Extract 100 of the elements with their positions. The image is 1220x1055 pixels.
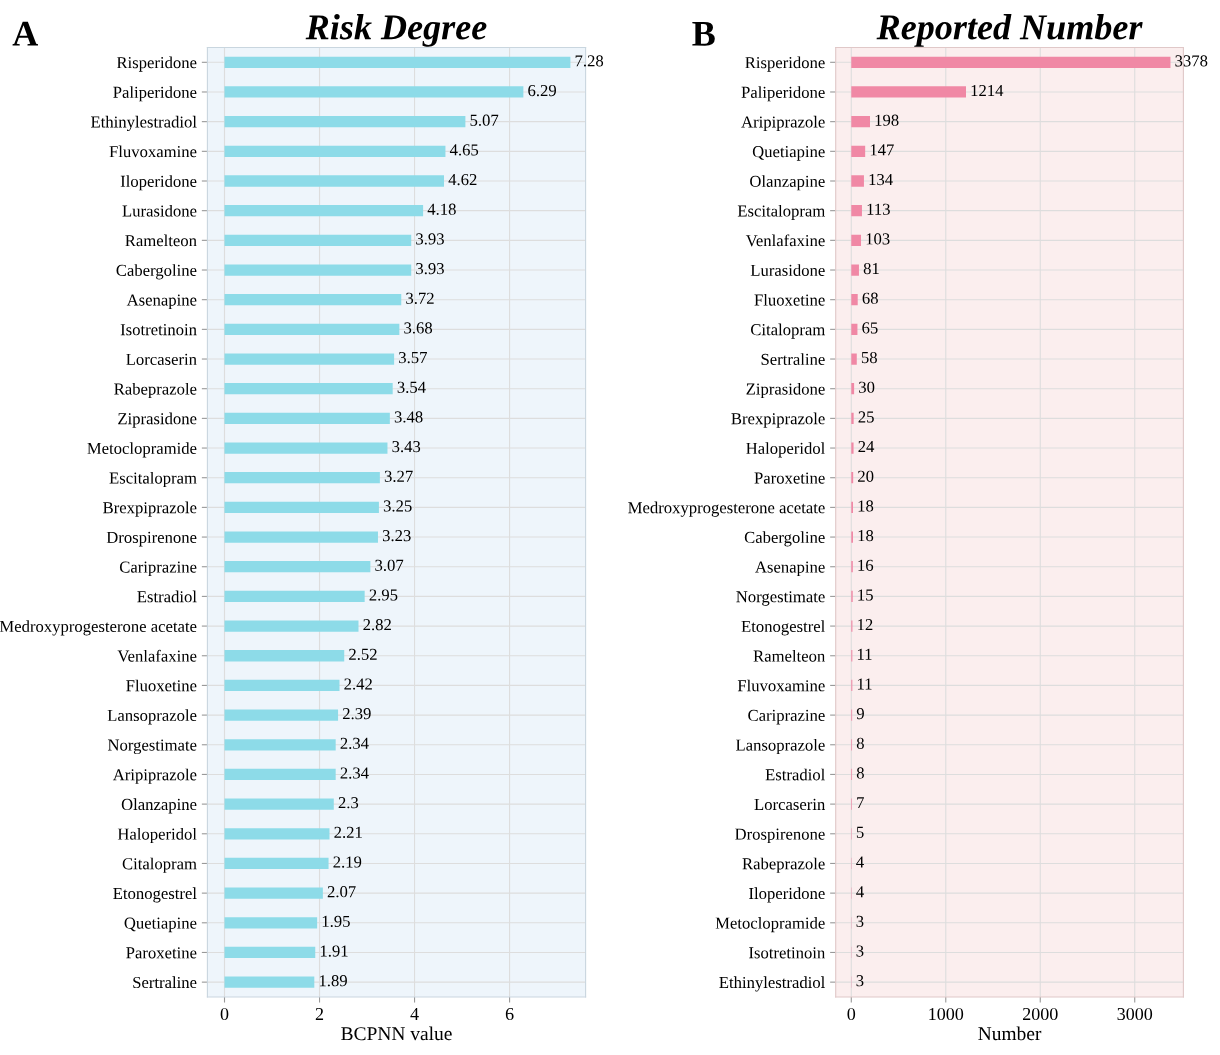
data-label: 2.95	[369, 589, 398, 601]
data-label: 30	[859, 381, 875, 393]
y-tick-label: Lurasidone	[122, 204, 197, 217]
y-tick-label: Fluoxetine	[754, 293, 825, 306]
data-label: 18	[858, 529, 874, 542]
y-tick-label: Lansoprazole	[735, 738, 825, 755]
bar	[224, 501, 379, 514]
data-label: 3	[856, 945, 864, 957]
bar	[851, 175, 864, 187]
y-tick-label: Rabeprazole	[114, 382, 197, 399]
data-label: 2.34	[340, 767, 369, 779]
y-tick-label: Sertraline	[133, 976, 197, 989]
bar	[224, 857, 329, 870]
text: B	[692, 21, 715, 46]
y-tick-label: Venlafaxine	[117, 649, 197, 662]
bar	[851, 145, 866, 157]
data-label: 4.18	[427, 203, 456, 215]
data-label: 3.27	[384, 470, 413, 482]
data-label: 2.42	[344, 678, 372, 690]
bar	[224, 798, 334, 810]
y-tick-label: Estradiol	[137, 590, 197, 603]
bar	[851, 442, 854, 454]
y-tick-label: Aripiprazole	[741, 115, 825, 131]
y-tick-label: Ramelteon	[125, 234, 197, 247]
data-label: 3.48	[394, 411, 423, 423]
y-tick-label: Asenapine	[126, 294, 197, 310]
y-tick-label: Iloperidone	[120, 175, 197, 191]
bar	[224, 472, 380, 484]
y-tick-label: Isotretinoin	[120, 324, 197, 336]
bar	[224, 887, 323, 899]
y-tick-label: Ziprasidone	[746, 382, 825, 399]
data-label: 6.29	[528, 84, 557, 97]
bar	[224, 768, 336, 781]
y-tick-label: Haloperidol	[746, 442, 825, 458]
y-tick-label: Etonogestrel	[113, 887, 197, 903]
y-tick-label: Lurasidone	[750, 264, 825, 276]
bar	[224, 383, 393, 395]
y-tick-label: Drospirenone	[106, 531, 197, 547]
data-label: 4.65	[449, 144, 479, 156]
y-tick-label: Fluvoxamine	[109, 145, 197, 158]
y-tick-label: Brexpiprazole	[731, 412, 825, 428]
data-label: 3.23	[382, 530, 411, 542]
bar	[851, 353, 857, 365]
data-label: 9	[856, 708, 864, 720]
bar	[224, 86, 524, 98]
bar	[224, 679, 340, 692]
x-tick-label: 0	[220, 1007, 229, 1021]
data-label: 2.82	[363, 619, 391, 631]
data-label: 1.89	[319, 975, 347, 987]
y-tick-label: Venlafaxine	[745, 234, 825, 247]
bar	[224, 976, 315, 988]
data-label: 65	[862, 322, 878, 334]
bar	[224, 175, 445, 187]
x-axis-title: Number	[978, 1026, 1042, 1041]
y-tick-label: Rabeprazole	[742, 857, 825, 873]
data-label: 113	[867, 203, 890, 215]
data-label: 58	[861, 351, 877, 364]
y-tick-label: Etonogestrel	[741, 620, 825, 636]
y-tick-label: Cabergoline	[116, 264, 197, 280]
bar	[224, 442, 388, 454]
data-label: 8	[856, 767, 864, 779]
bar	[224, 828, 330, 840]
bar	[851, 264, 859, 276]
y-tick-label: Brexpiprazole	[103, 501, 197, 517]
data-label: 1.95	[322, 915, 350, 928]
chart-title: Reported Number	[876, 14, 1143, 47]
bar	[851, 383, 855, 395]
y-tick-label: Lorcaserin	[754, 798, 826, 811]
bar	[224, 946, 316, 959]
x-tick-label: 4	[410, 1008, 419, 1020]
x-tick-label: 2000	[1022, 1007, 1058, 1021]
data-label: 24	[858, 441, 875, 453]
y-tick-label: Fluvoxamine	[737, 679, 825, 692]
y-tick-label: Paroxetine	[126, 947, 197, 959]
bar	[224, 264, 412, 276]
data-label: 25	[858, 411, 874, 423]
y-tick-label: Paliperidone	[741, 86, 825, 102]
data-label: 12	[858, 619, 873, 631]
data-label: 11	[857, 648, 872, 660]
data-label: 68	[862, 292, 878, 304]
x-tick-label: 0	[847, 1007, 856, 1021]
y-tick-label: Drospirenone	[735, 828, 825, 844]
data-label: 2.34	[340, 737, 369, 750]
y-tick-label: Aripiprazole	[112, 768, 197, 784]
y-tick-label: Fluoxetine	[126, 679, 197, 692]
bar	[224, 353, 395, 365]
data-label: 7	[857, 797, 864, 809]
bar	[224, 323, 400, 335]
bar	[224, 56, 571, 68]
bar	[224, 412, 390, 425]
data-label: 3	[856, 915, 864, 927]
data-label: 3.68	[404, 322, 433, 334]
bar	[851, 294, 858, 306]
y-tick-label: Metoclopramide	[87, 442, 197, 458]
y-tick-label: Medroxyprogesterone acetate	[628, 501, 825, 517]
data-label: 2.21	[334, 826, 362, 839]
y-tick-label: Sertraline	[761, 353, 825, 365]
data-label: 3.93	[416, 262, 444, 275]
data-label: 5	[856, 826, 864, 838]
data-label: 81	[863, 262, 879, 275]
